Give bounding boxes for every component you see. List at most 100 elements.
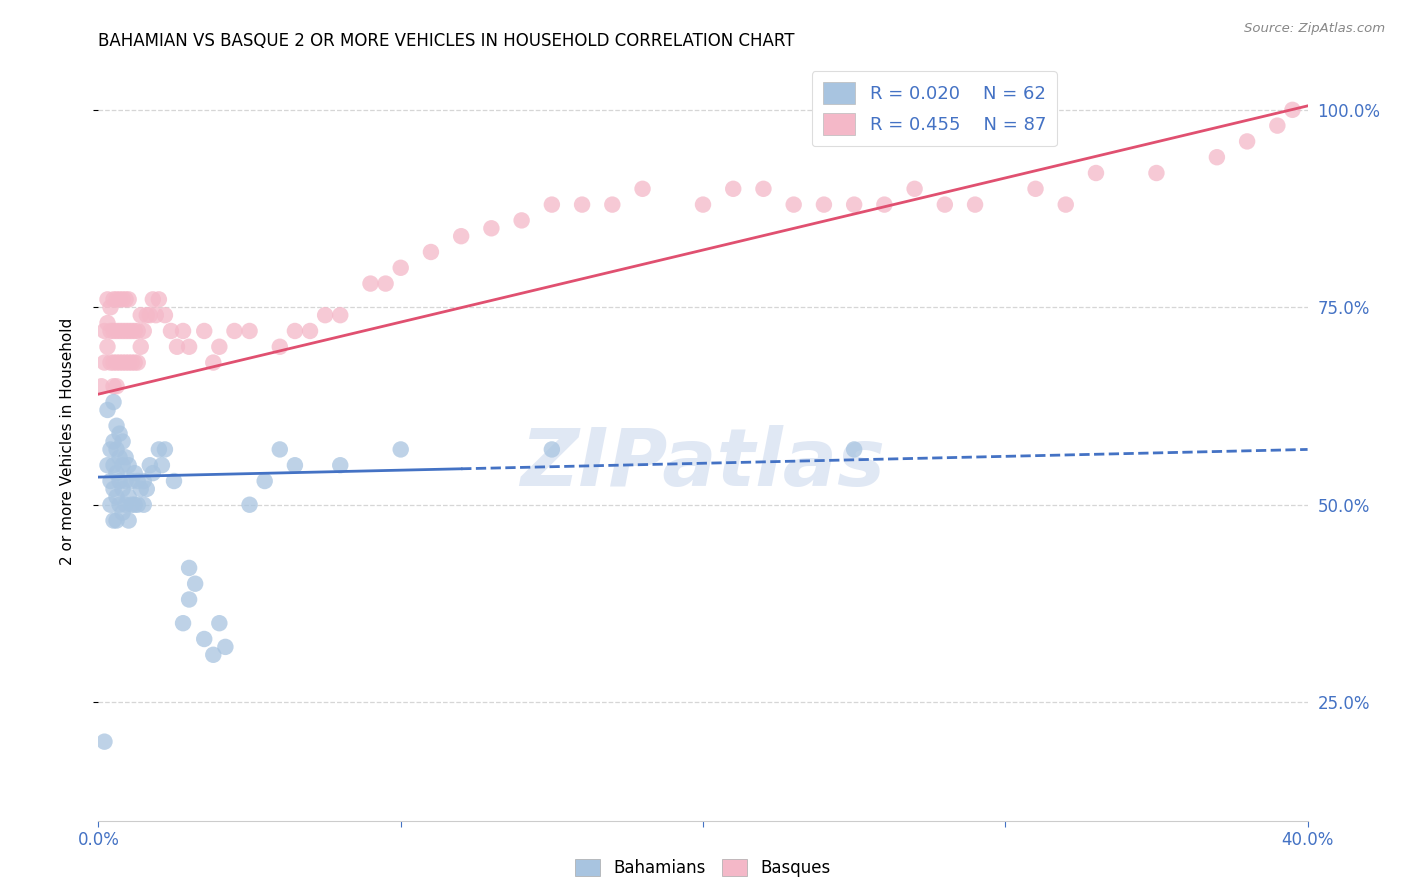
Point <box>269 442 291 457</box>
Point <box>111 293 134 307</box>
Point <box>202 648 225 662</box>
Point <box>105 324 128 338</box>
Point <box>103 355 125 369</box>
Point <box>103 324 125 338</box>
Point <box>172 324 194 338</box>
Point <box>450 229 472 244</box>
Point <box>118 458 141 473</box>
Point <box>253 474 276 488</box>
Point <box>127 498 149 512</box>
Point <box>184 576 207 591</box>
Point <box>90 379 112 393</box>
Point <box>100 498 122 512</box>
Point <box>389 260 412 275</box>
Point <box>93 355 115 369</box>
Point <box>103 293 125 307</box>
Point <box>510 213 533 227</box>
Point <box>100 324 122 338</box>
Point <box>239 498 262 512</box>
Point <box>132 324 155 338</box>
Point <box>105 442 128 457</box>
Point <box>105 293 128 307</box>
Point <box>124 324 146 338</box>
Point <box>148 293 170 307</box>
Point <box>124 355 146 369</box>
Point <box>127 355 149 369</box>
Point <box>114 293 136 307</box>
Point <box>631 182 654 196</box>
Point <box>118 293 141 307</box>
Point <box>118 490 141 504</box>
Point <box>540 197 562 211</box>
Point <box>118 324 141 338</box>
Point <box>873 197 896 211</box>
Point <box>111 355 134 369</box>
Point <box>96 293 118 307</box>
Point <box>121 324 143 338</box>
Point <box>224 324 246 338</box>
Point <box>314 308 336 322</box>
Point <box>904 182 927 196</box>
Point <box>108 474 131 488</box>
Point <box>118 514 141 528</box>
Point <box>540 442 562 457</box>
Point <box>148 442 170 457</box>
Point <box>193 324 215 338</box>
Point <box>214 640 236 654</box>
Point <box>360 277 382 291</box>
Point <box>103 434 125 449</box>
Point <box>103 482 125 496</box>
Point <box>269 340 291 354</box>
Point <box>103 379 125 393</box>
Point <box>100 442 122 457</box>
Point <box>299 324 322 338</box>
Point <box>965 197 987 211</box>
Point <box>1206 150 1229 164</box>
Point <box>752 182 775 196</box>
Point <box>329 308 352 322</box>
Point <box>389 442 412 457</box>
Point <box>139 458 162 473</box>
Point <box>96 403 118 417</box>
Point <box>108 293 131 307</box>
Point <box>111 482 134 496</box>
Point <box>114 355 136 369</box>
Point <box>1267 119 1289 133</box>
Point <box>114 450 136 465</box>
Point <box>844 197 866 211</box>
Point <box>100 355 122 369</box>
Point <box>93 734 115 748</box>
Point <box>111 458 134 473</box>
Point <box>111 506 134 520</box>
Point <box>105 490 128 504</box>
Point <box>202 355 225 369</box>
Point <box>239 324 262 338</box>
Point <box>96 340 118 354</box>
Point <box>105 418 128 433</box>
Point <box>179 592 201 607</box>
Point <box>132 474 155 488</box>
Point <box>124 466 146 480</box>
Point <box>160 324 183 338</box>
Point <box>166 340 188 354</box>
Point <box>103 514 125 528</box>
Point <box>142 466 165 480</box>
Point <box>1281 103 1303 117</box>
Point <box>420 245 443 260</box>
Text: ZIPatlas: ZIPatlas <box>520 425 886 503</box>
Point <box>150 458 173 473</box>
Point <box>96 316 118 330</box>
Point <box>96 458 118 473</box>
Point <box>193 632 215 646</box>
Point <box>105 514 128 528</box>
Point <box>93 324 115 338</box>
Point <box>121 474 143 488</box>
Point <box>934 197 956 211</box>
Point <box>153 442 176 457</box>
Point <box>129 340 152 354</box>
Point <box>1236 135 1258 149</box>
Point <box>723 182 745 196</box>
Point <box>208 340 231 354</box>
Point <box>100 474 122 488</box>
Point <box>374 277 396 291</box>
